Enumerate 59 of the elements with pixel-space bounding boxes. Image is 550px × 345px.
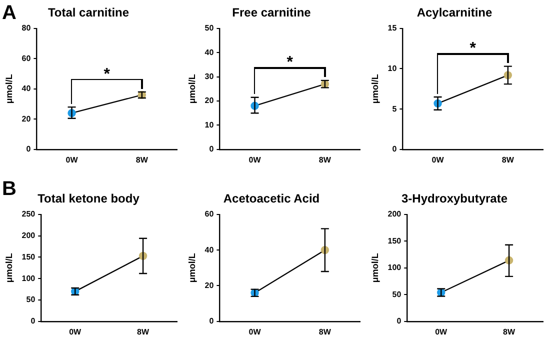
x-tick-label: 8W: [503, 327, 516, 336]
y-tick-label: 0: [392, 144, 398, 154]
y-tick-label: 200: [388, 210, 402, 219]
y-tick-label: 50: [204, 24, 214, 33]
y-tick-label: 10: [204, 120, 214, 130]
y-tick-label: 0: [30, 316, 36, 326]
x-tick-label: 8W: [318, 155, 332, 164]
y-tick-label: 60: [22, 54, 32, 63]
chart-title: 3-Hydroxybutyrate: [401, 192, 508, 206]
x-tick-label: 0W: [66, 155, 78, 164]
y-tick-label: 15: [388, 24, 398, 33]
y-axis-title: μmol/L: [186, 252, 197, 283]
chart-title: Acetoacetic Acid: [223, 192, 320, 206]
chart-title: Free carnitine: [232, 6, 312, 20]
y-tick-label: 200: [22, 231, 36, 240]
y-tick-label: 0: [26, 144, 32, 154]
y-tick-label: 20: [204, 280, 214, 290]
y-tick-label: 40: [204, 48, 214, 57]
text: A: [2, 2, 16, 25]
y-tick-label: 250: [22, 210, 36, 219]
y-tick-label: 80: [22, 24, 32, 33]
y-tick-label: 0: [209, 316, 214, 326]
y-tick-label: 150: [22, 252, 36, 262]
y-tick-label: 60: [204, 210, 214, 219]
y-axis-title: μmol/L: [186, 74, 197, 104]
text: B: [2, 178, 16, 201]
y-tick-label: 50: [26, 295, 36, 304]
y-tick-label: 20: [22, 114, 32, 124]
y-axis-title: μmol/L: [370, 252, 380, 283]
annotation: *: [286, 54, 294, 72]
x-tick-label: 0W: [248, 327, 262, 336]
y-tick-label: 0: [209, 144, 214, 154]
annotation: *: [468, 40, 477, 58]
x-tick-label: 8W: [318, 327, 332, 336]
x-tick-label: 0W: [435, 327, 448, 336]
y-tick-label: 40: [204, 245, 214, 254]
y-tick-label: 40: [22, 84, 32, 94]
chart-title: Total ketone body: [38, 192, 140, 206]
y-axis-title: μmol/L: [370, 74, 380, 104]
x-tick-label: 0W: [248, 155, 262, 164]
x-tick-label: 8W: [136, 155, 148, 164]
chart-title: Acylcarnitine: [416, 6, 492, 20]
x-tick-label: 8W: [502, 155, 514, 164]
y-tick-label: 100: [388, 263, 402, 272]
y-axis-title: μmol/L: [4, 74, 14, 104]
y-tick-label: 0: [396, 316, 402, 326]
annotation: *: [102, 66, 111, 83]
chart-title: Total carnitine: [48, 6, 130, 20]
x-tick-label: 0W: [432, 155, 444, 164]
y-tick-label: 100: [22, 274, 36, 283]
x-tick-label: 8W: [137, 327, 150, 336]
y-tick-label: 10: [388, 64, 398, 73]
y-tick-label: 5: [392, 104, 398, 114]
x-tick-label: 0W: [69, 327, 82, 336]
y-tick-label: 150: [388, 236, 402, 246]
y-tick-label: 30: [204, 72, 214, 82]
y-tick-label: 50: [392, 290, 402, 299]
y-axis-title: μmol/L: [4, 252, 14, 283]
y-tick-label: 20: [204, 96, 214, 106]
